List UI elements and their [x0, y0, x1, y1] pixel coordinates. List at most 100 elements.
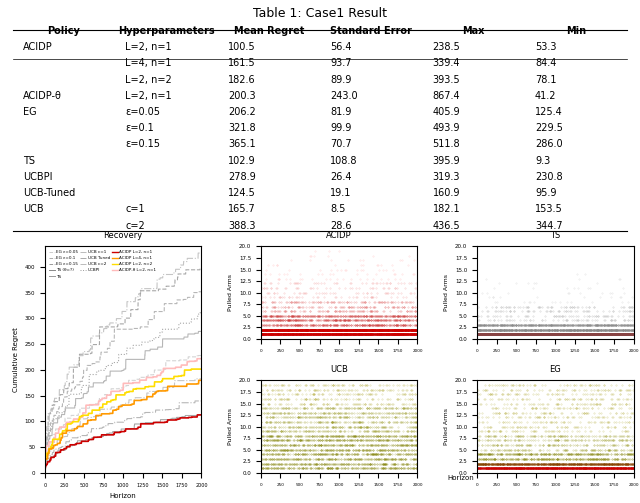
Point — [625, 460, 635, 468]
Point — [305, 399, 315, 407]
Point — [481, 321, 491, 329]
Point — [577, 460, 588, 468]
Point — [336, 325, 346, 333]
Point — [324, 446, 335, 454]
Point — [584, 330, 594, 338]
Point — [472, 464, 483, 472]
Point — [291, 330, 301, 338]
Point — [317, 450, 328, 458]
Point — [570, 464, 580, 472]
Point — [354, 330, 364, 338]
Point — [352, 307, 362, 315]
Point — [403, 325, 413, 333]
Point — [263, 325, 273, 333]
Point — [390, 325, 400, 333]
Point — [342, 330, 353, 338]
Point — [486, 460, 497, 468]
Point — [474, 330, 484, 338]
Point — [348, 330, 358, 338]
Point — [623, 330, 634, 338]
Point — [315, 413, 325, 422]
Point — [547, 321, 557, 329]
Point — [542, 464, 552, 472]
Point — [258, 312, 268, 320]
Point — [335, 330, 346, 338]
Point — [259, 330, 269, 338]
Point — [530, 464, 540, 472]
Point — [351, 330, 362, 338]
Point — [268, 325, 278, 333]
Point — [268, 325, 278, 333]
Point — [362, 460, 372, 468]
Point — [384, 330, 394, 338]
Point — [509, 307, 520, 315]
Point — [524, 441, 534, 449]
Point — [581, 450, 591, 458]
Point — [266, 312, 276, 320]
Point — [552, 455, 563, 463]
Point — [264, 418, 275, 426]
Point — [553, 437, 563, 445]
Point — [381, 330, 391, 338]
Point — [321, 330, 332, 338]
Point — [486, 455, 497, 463]
Point — [592, 450, 602, 458]
Point — [595, 399, 605, 407]
Point — [582, 460, 593, 468]
Point — [518, 437, 529, 445]
Point — [589, 450, 600, 458]
Point — [318, 330, 328, 338]
Point — [488, 464, 498, 472]
Point — [492, 330, 502, 338]
Point — [375, 330, 385, 338]
Point — [495, 464, 505, 472]
Point — [543, 302, 554, 310]
Point — [392, 312, 402, 320]
Point — [371, 427, 381, 435]
Point — [520, 464, 531, 472]
Point — [301, 325, 311, 333]
Point — [483, 464, 493, 472]
Point — [283, 404, 293, 412]
Point — [292, 302, 303, 310]
Point — [585, 330, 595, 338]
Point — [308, 330, 318, 338]
Point — [387, 330, 397, 338]
Point — [531, 450, 541, 458]
Point — [357, 390, 367, 398]
Point — [526, 464, 536, 472]
Point — [604, 455, 614, 463]
Point — [500, 330, 510, 338]
Point — [545, 330, 556, 338]
Point — [266, 427, 276, 435]
Point — [523, 464, 533, 472]
Point — [595, 460, 605, 468]
Point — [370, 325, 380, 333]
Point — [394, 330, 404, 338]
Point — [367, 460, 377, 468]
Point — [327, 330, 337, 338]
Point — [305, 316, 315, 324]
Point — [623, 464, 634, 472]
Point — [532, 325, 543, 333]
Point — [496, 395, 506, 403]
Point — [273, 437, 284, 445]
Point — [523, 330, 533, 338]
Point — [303, 325, 313, 333]
Point — [385, 330, 396, 338]
Point — [562, 437, 572, 445]
Point — [300, 312, 310, 320]
Point — [344, 325, 354, 333]
Point — [358, 325, 368, 333]
Point — [301, 330, 311, 338]
Point — [401, 455, 411, 463]
Point — [500, 330, 510, 338]
Point — [502, 464, 512, 472]
Point — [562, 330, 572, 338]
Point — [568, 321, 578, 329]
Point — [563, 330, 573, 338]
Point — [602, 330, 612, 338]
Point — [392, 450, 402, 458]
Point — [492, 464, 502, 472]
Point — [605, 321, 616, 329]
